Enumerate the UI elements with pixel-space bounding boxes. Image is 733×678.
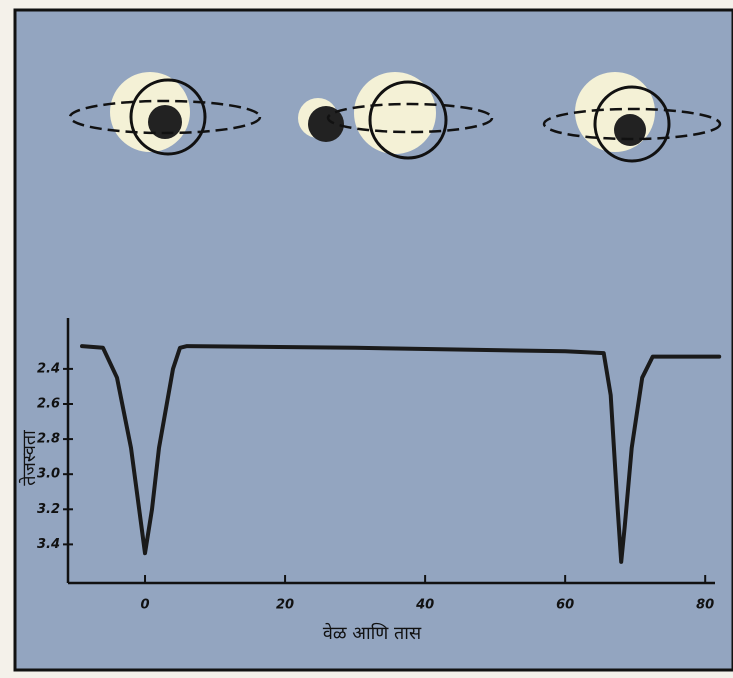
x-tick-label: 60 bbox=[556, 598, 574, 613]
y-tick-label: 3.4 bbox=[37, 537, 60, 552]
x-tick-label: 0 bbox=[141, 598, 150, 613]
y-tick-label: 3.0 bbox=[37, 467, 60, 482]
y-tick-label: 2.6 bbox=[37, 396, 60, 411]
y-tick-label: 2.8 bbox=[37, 432, 60, 447]
eclipse-diagrams bbox=[70, 72, 720, 161]
y-tick-label: 2.4 bbox=[37, 361, 60, 376]
x-axis-label: वेळ आणि तास bbox=[323, 622, 422, 644]
x-tick-label: 20 bbox=[276, 598, 294, 613]
y-tick-label: 3.2 bbox=[37, 502, 60, 517]
figure: वेळ आणि तास तेजस्वता 2.42.62.83.03.23.40… bbox=[0, 0, 733, 678]
x-tick-label: 80 bbox=[696, 598, 714, 613]
x-tick-label: 40 bbox=[415, 598, 434, 613]
